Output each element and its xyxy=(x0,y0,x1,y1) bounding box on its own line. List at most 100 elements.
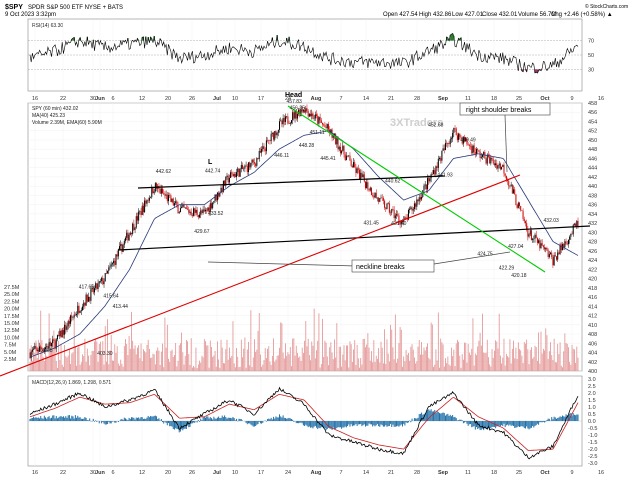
candle-body xyxy=(219,193,221,197)
volume-bar xyxy=(94,341,95,371)
candle-body xyxy=(261,148,263,153)
volume-bar xyxy=(107,319,109,371)
candle-body xyxy=(220,187,222,194)
volume-bar xyxy=(511,348,513,371)
volume-bar xyxy=(461,354,463,371)
volume-bar xyxy=(336,323,338,371)
price-label: 446.11 xyxy=(274,153,289,159)
volume-bar xyxy=(305,321,307,371)
volume-bar xyxy=(115,352,117,371)
volume-bar xyxy=(434,364,436,371)
candle-body xyxy=(270,133,272,142)
volume-bar xyxy=(545,328,547,371)
volume-bar xyxy=(326,356,328,371)
volume-bar xyxy=(202,357,204,371)
volume-bar xyxy=(531,347,532,371)
volume-tick: 10.0M xyxy=(4,335,20,341)
volume-bar xyxy=(59,360,61,371)
price-legend-1: SPY (60 min) 432.02 xyxy=(32,106,79,112)
rsi-level-label: 70 xyxy=(588,39,594,45)
price-tick: 408 xyxy=(588,332,597,338)
volume-bar xyxy=(189,364,191,371)
volume-bar xyxy=(127,355,129,371)
volume-bar xyxy=(163,367,165,371)
volume-bar xyxy=(386,339,388,371)
volume-bar xyxy=(310,360,311,371)
candle-body xyxy=(359,169,361,180)
x-tick-top: 10 xyxy=(232,96,238,102)
volume-bar xyxy=(320,363,322,371)
candle-body xyxy=(111,263,113,265)
volume-bar xyxy=(170,350,172,371)
candle-body xyxy=(151,187,153,198)
volume-bar xyxy=(482,313,483,371)
candle-body xyxy=(195,209,197,213)
candle-body xyxy=(144,200,146,213)
candle-body xyxy=(252,159,254,163)
candle-body xyxy=(440,157,442,161)
volume-bar xyxy=(464,342,465,371)
candle-body xyxy=(34,346,36,349)
volume-bar xyxy=(313,308,315,371)
volume-bar xyxy=(287,352,289,371)
volume-bar xyxy=(329,347,331,371)
volume-bar xyxy=(223,363,224,371)
volume-bar xyxy=(226,339,228,371)
volume-bar xyxy=(64,345,66,371)
candle-body xyxy=(242,165,244,169)
price-tick: 414 xyxy=(588,304,597,310)
candle-body xyxy=(123,240,125,245)
volume-bar xyxy=(357,358,359,371)
price-tick: 400 xyxy=(588,369,597,375)
candle-body xyxy=(478,150,480,152)
candle-body xyxy=(275,131,277,136)
volume-bar xyxy=(217,341,218,371)
candle-body xyxy=(70,315,72,324)
x-tick-bottom: Sep xyxy=(438,470,449,476)
volume-bar xyxy=(71,353,73,371)
candle-body xyxy=(207,207,209,211)
volume-bar xyxy=(362,339,364,371)
price-tick: 424 xyxy=(588,258,597,264)
volume-bar xyxy=(384,329,385,371)
volume-bar xyxy=(154,364,156,371)
volume-bar xyxy=(483,352,485,371)
candle-body xyxy=(437,158,439,168)
candle-body xyxy=(250,163,252,168)
volume-bar xyxy=(505,353,507,371)
candle-body xyxy=(541,243,543,246)
macd-line xyxy=(29,386,579,460)
volume-bar xyxy=(51,350,52,371)
volume-bar xyxy=(236,347,237,371)
candle-body xyxy=(481,154,483,157)
candle-body xyxy=(449,139,451,145)
volume-bar xyxy=(324,340,326,371)
candle-body xyxy=(234,174,236,178)
price-label: 440.62 xyxy=(385,178,401,184)
volume-bar xyxy=(436,360,438,371)
candle-body xyxy=(392,209,394,210)
volume-bar xyxy=(262,364,264,371)
volume-tick: 27.5M xyxy=(4,285,20,291)
volume-bar xyxy=(392,347,394,371)
candle-body xyxy=(110,264,112,267)
volume-bar xyxy=(557,343,559,371)
candle-body xyxy=(54,340,56,349)
x-tick-bottom: 12 xyxy=(139,470,145,476)
volume-bar xyxy=(537,360,538,371)
candle-body xyxy=(264,149,266,152)
candle-body xyxy=(391,209,393,213)
candle-body xyxy=(433,170,435,175)
candle-body xyxy=(181,206,183,209)
candle-body xyxy=(493,163,495,166)
x-tick-top: 30 xyxy=(90,96,96,102)
candle-body xyxy=(150,197,152,198)
candle-body xyxy=(394,215,396,219)
price-label: 415.64 xyxy=(103,294,119,300)
candle-body xyxy=(575,223,577,227)
volume-bar xyxy=(257,330,259,371)
volume-bar xyxy=(414,357,415,371)
volume-bar xyxy=(532,358,534,371)
volume-bar xyxy=(498,313,500,371)
